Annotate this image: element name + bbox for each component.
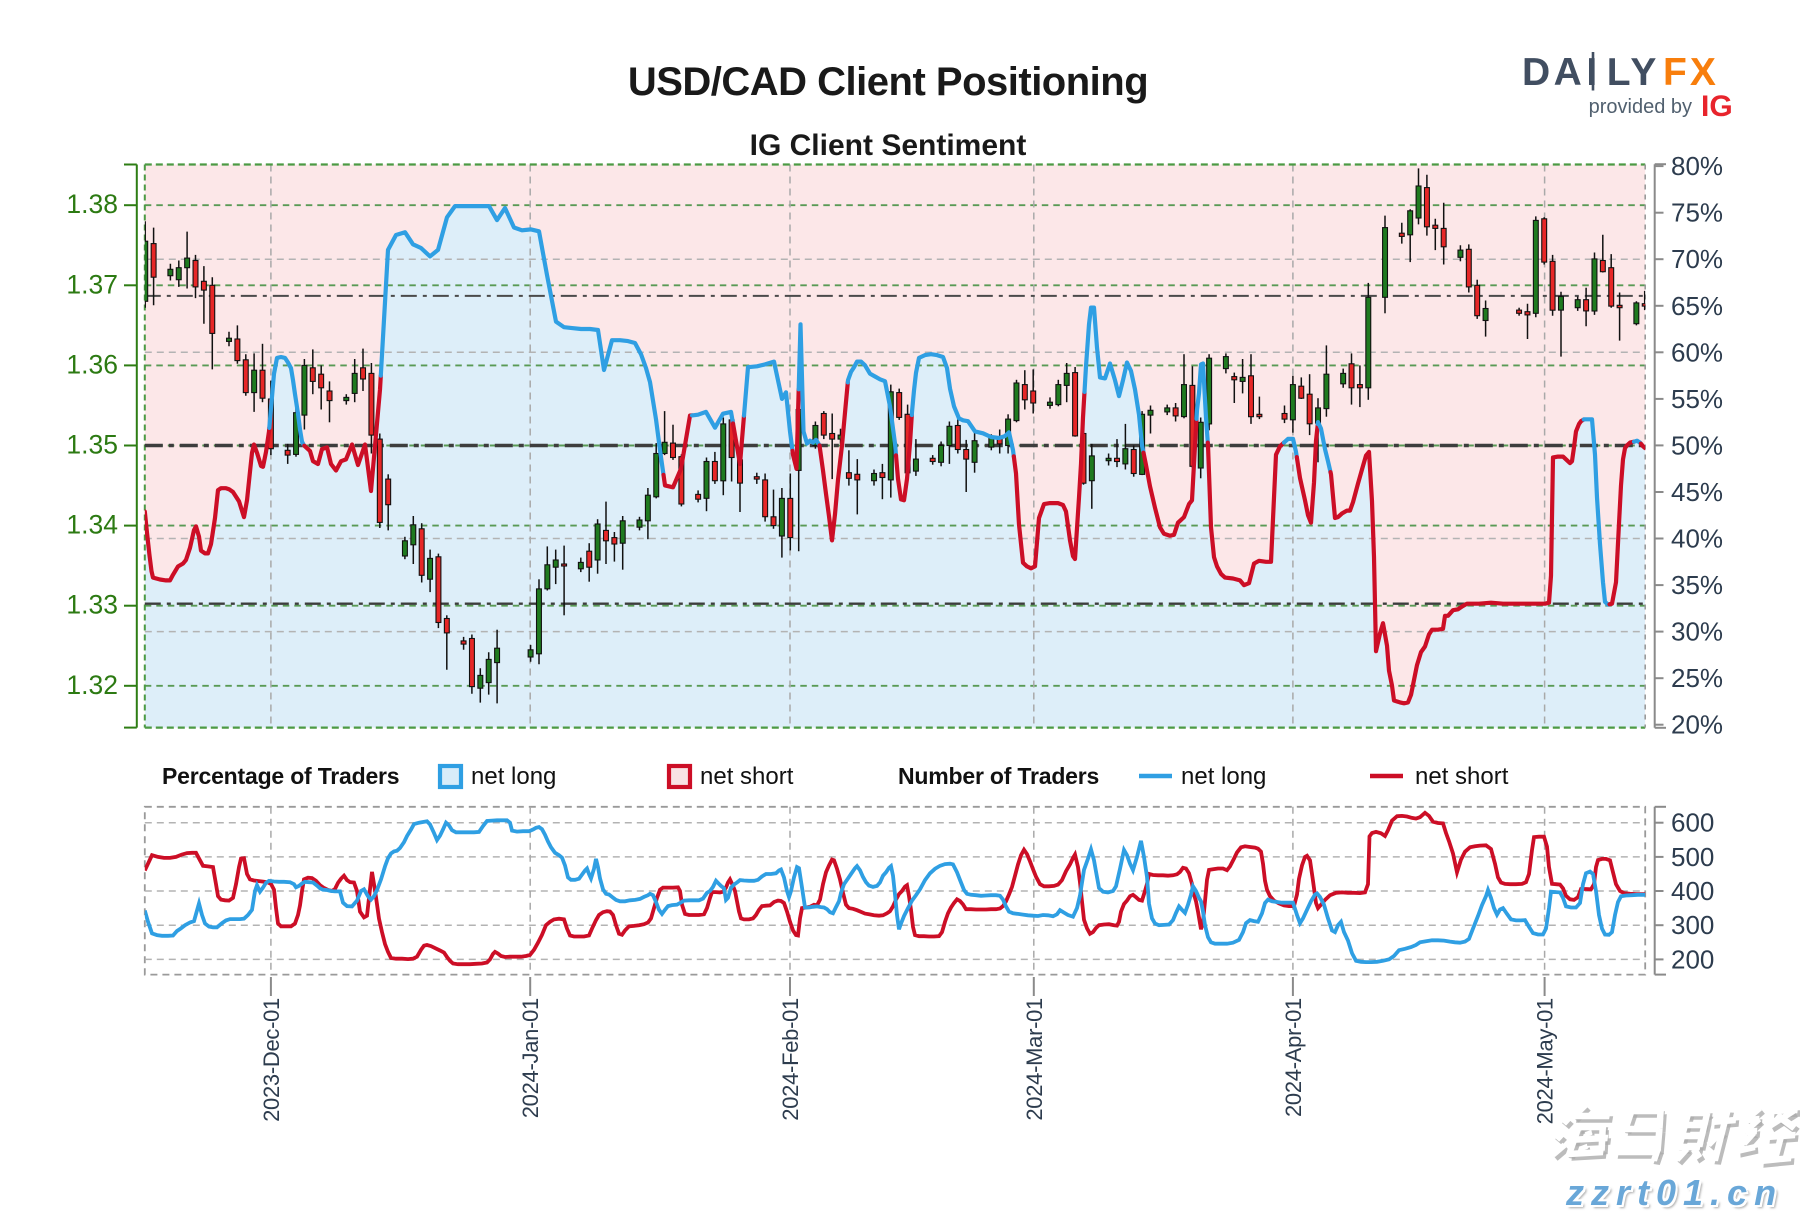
svg-text:2023-Dec-01: 2023-Dec-01 xyxy=(259,998,284,1122)
svg-text:1.36: 1.36 xyxy=(66,349,118,379)
svg-text:45%: 45% xyxy=(1671,477,1723,507)
svg-text:60%: 60% xyxy=(1671,337,1723,367)
svg-text:Percentage of Traders: Percentage of Traders xyxy=(162,763,399,789)
svg-text:25%: 25% xyxy=(1671,663,1723,693)
svg-text:1.33: 1.33 xyxy=(66,590,118,620)
svg-text:DAILY: DAILY xyxy=(1522,51,1660,94)
svg-text:IG Client Sentiment: IG Client Sentiment xyxy=(750,129,1027,162)
svg-text:40%: 40% xyxy=(1671,524,1723,554)
svg-text:65%: 65% xyxy=(1671,291,1723,321)
svg-text:FX: FX xyxy=(1663,51,1719,94)
svg-text:net short: net short xyxy=(700,763,794,790)
svg-text:300: 300 xyxy=(1671,910,1714,940)
svg-text:2024-Mar-01: 2024-Mar-01 xyxy=(1022,998,1047,1121)
svg-text:20%: 20% xyxy=(1671,710,1723,740)
svg-text:75%: 75% xyxy=(1671,198,1723,228)
svg-text:200: 200 xyxy=(1671,944,1714,974)
svg-text:Number of Traders: Number of Traders xyxy=(898,763,1099,789)
svg-text:net short: net short xyxy=(1415,763,1509,790)
svg-text:600: 600 xyxy=(1671,808,1714,838)
svg-text:2024-Apr-01: 2024-Apr-01 xyxy=(1281,998,1306,1117)
svg-text:1.32: 1.32 xyxy=(66,670,118,700)
svg-text:1.38: 1.38 xyxy=(66,189,118,219)
svg-text:500: 500 xyxy=(1671,842,1714,872)
svg-text:35%: 35% xyxy=(1671,570,1723,600)
svg-text:1.34: 1.34 xyxy=(66,510,118,540)
svg-text:net long: net long xyxy=(1181,763,1266,790)
svg-text:70%: 70% xyxy=(1671,244,1723,274)
svg-text:1.35: 1.35 xyxy=(66,430,118,460)
svg-text:USD/CAD Client Positioning: USD/CAD Client Positioning xyxy=(628,60,1148,104)
svg-text:400: 400 xyxy=(1671,876,1714,906)
svg-text:55%: 55% xyxy=(1671,384,1723,414)
svg-text:30%: 30% xyxy=(1671,617,1723,647)
svg-text:IG: IG xyxy=(1701,90,1733,123)
svg-text:50%: 50% xyxy=(1671,430,1723,460)
svg-text:2024-May-01: 2024-May-01 xyxy=(1533,998,1558,1124)
svg-text:provided by: provided by xyxy=(1589,96,1692,118)
svg-text:1.37: 1.37 xyxy=(66,269,118,299)
svg-text:net long: net long xyxy=(471,763,556,790)
svg-text:2024-Jan-01: 2024-Jan-01 xyxy=(518,998,543,1118)
svg-text:2024-Feb-01: 2024-Feb-01 xyxy=(778,998,803,1121)
svg-text:80%: 80% xyxy=(1671,151,1723,181)
